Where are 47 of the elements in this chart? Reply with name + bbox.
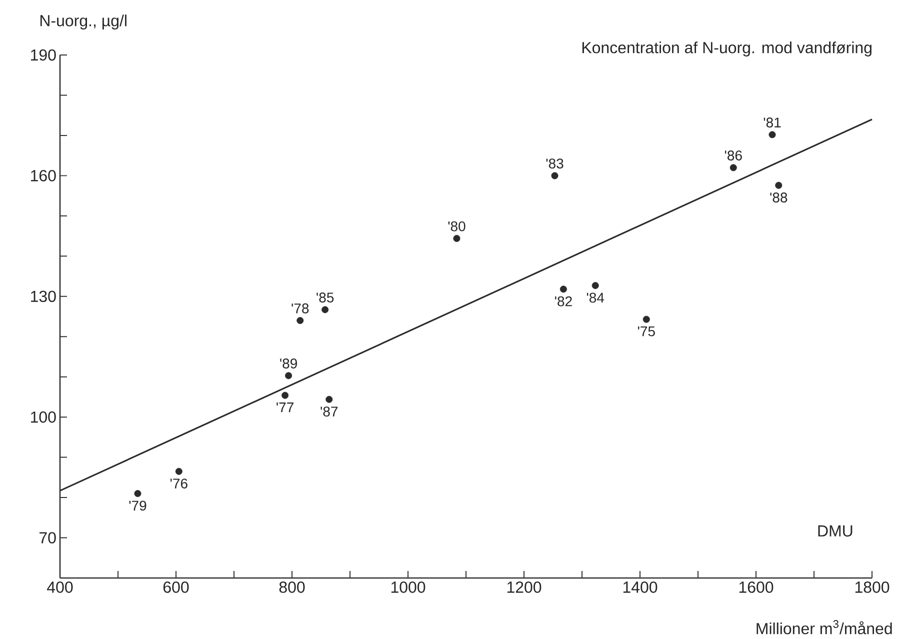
point [296,317,304,324]
y-tick-label: 160 [31,170,56,182]
annotation: '83 [546,158,564,168]
x-tick-label: 1600 [739,582,774,593]
annotation: DMU [818,525,852,537]
annotation: '80 [448,221,466,232]
point [730,164,737,172]
point [775,182,782,189]
x-axis-title: Millioner m$^{3}$/måned [756,620,892,634]
y-tick-label: 190 [31,49,56,61]
annotation: '76 [170,478,188,488]
point [592,282,599,290]
y-tick-label: 70 [40,532,56,544]
x-tick-label: 800 [279,582,305,593]
chart-title: Koncentration af N-uorg. mod vandføring [582,42,872,56]
point [560,286,567,293]
annotation: '88 [770,192,788,202]
y-tick-label: 100 [31,411,56,423]
point [285,372,292,380]
x-tick-label: 1400 [623,582,658,593]
annotation: '89 [280,358,297,368]
annotation: '85 [316,292,334,302]
point [326,396,333,403]
y-tick-label: 130 [31,290,56,302]
point [282,392,289,399]
x-tick-label: 1000 [391,582,426,593]
point [175,468,182,475]
annotation: '78 [292,303,309,314]
y-axis-title: N-uorg., µg/l [40,14,126,30]
x-tick-label: 600 [163,582,189,593]
annotation: '79 [129,500,146,511]
annotation: '81 [764,118,781,128]
annotation: '87 [320,406,338,416]
point [453,234,460,242]
point [322,306,329,314]
point [551,172,558,180]
annotation: '75 [638,326,655,336]
point [642,316,650,323]
point [134,490,142,498]
x-tick-label: 1200 [507,582,542,593]
annotation: '77 [276,402,294,412]
x-tick-label: 400 [47,582,73,593]
annotation: '82 [555,296,572,306]
point [768,131,776,138]
annotation: '86 [724,150,742,160]
x-tick-label: 1800 [855,582,890,593]
annotation: '84 [586,292,604,303]
